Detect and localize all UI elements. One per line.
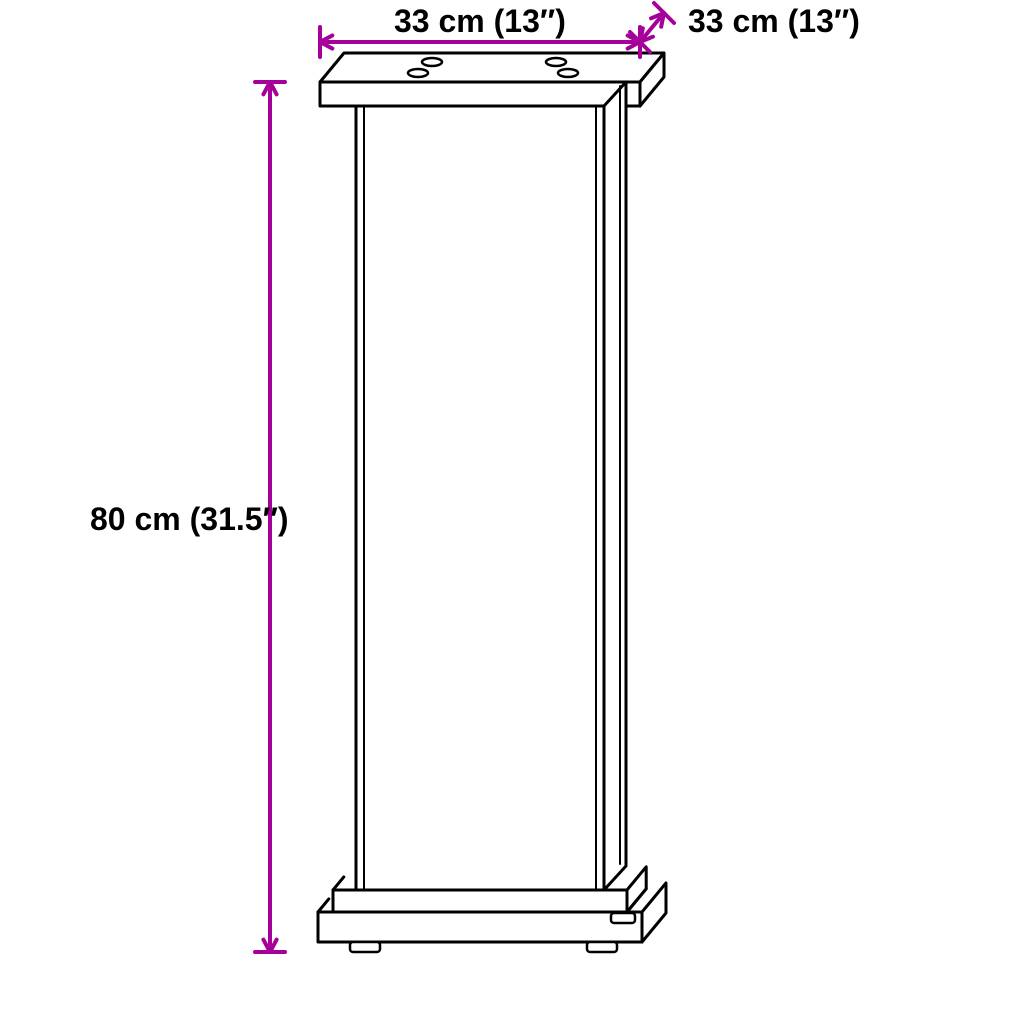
product-outline — [318, 53, 666, 952]
dim-height-label: 80 cm (31.5″) — [90, 501, 289, 537]
foot-1 — [587, 942, 617, 952]
mounting-hole-2 — [408, 69, 428, 77]
column-side — [604, 82, 626, 890]
top-plate-top — [320, 53, 664, 82]
top-plate-front — [320, 82, 640, 106]
mounting-hole-1 — [546, 58, 566, 66]
mounting-hole-0 — [422, 58, 442, 66]
base-upper-front — [333, 890, 627, 912]
dimension-diagram: 33 cm (13″) 33 cm (13″) 80 cm (31.5″) — [0, 0, 1024, 1024]
dim-width-label: 33 cm (13″) — [394, 3, 566, 39]
column-front — [356, 106, 604, 890]
dim-depth-label: 33 cm (13″) — [688, 3, 860, 39]
mounting-hole-3 — [558, 69, 578, 77]
base-lower-front — [318, 912, 642, 942]
top-plate-side — [640, 53, 664, 106]
foot-0 — [350, 942, 380, 952]
